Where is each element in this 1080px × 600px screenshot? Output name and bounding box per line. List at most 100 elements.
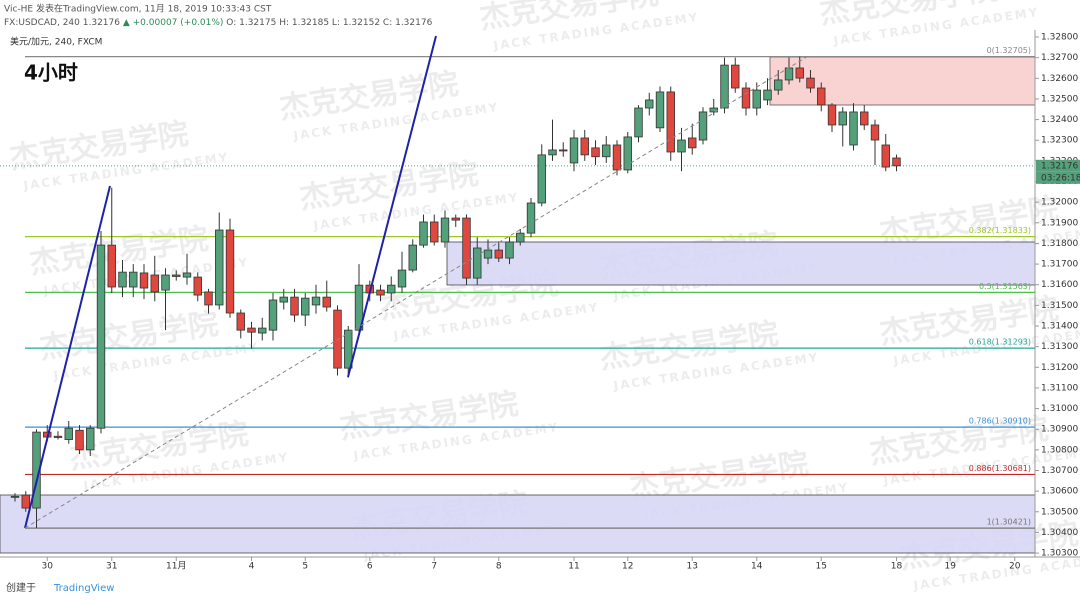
y-tick-label: 1.31900 bbox=[1041, 218, 1078, 228]
y-tick-label: 1.31100 bbox=[1041, 383, 1078, 393]
candle-body bbox=[139, 272, 149, 289]
fib-label: 0.5(1.31563) bbox=[979, 282, 1031, 291]
x-tick-label: 7 bbox=[431, 562, 437, 572]
symbol-info: FX:USDCAD, 240 1.32176 ▲ +0.00007 (+0.01… bbox=[4, 18, 433, 28]
trend-line bbox=[24, 185, 111, 529]
x-tick-label: 11月 bbox=[166, 561, 186, 572]
plot: 0(1.32705) 0.382(1.31833) 0.5(1.31563) 0.61… bbox=[0, 46, 1035, 529]
candle-body bbox=[408, 244, 417, 271]
y-tick-label: 1.30300 bbox=[1041, 549, 1078, 559]
candle-body bbox=[784, 67, 794, 81]
y-tick-label: 1.30400 bbox=[1041, 528, 1078, 538]
y-tick-label: 1.31700 bbox=[1041, 260, 1078, 270]
candle-body bbox=[333, 309, 342, 369]
candle-body bbox=[817, 87, 826, 106]
footer-brand: TradingView bbox=[53, 583, 114, 594]
chart-title: 4小时 bbox=[24, 61, 78, 85]
candle-body bbox=[215, 229, 224, 306]
y-tick-label: 1.30700 bbox=[1041, 466, 1078, 476]
countdown-label: 03:26:18 bbox=[1041, 173, 1080, 183]
candle-body bbox=[279, 296, 288, 303]
x-tick-label: 18 bbox=[891, 562, 903, 572]
fib-label: 0.618(1.31293) bbox=[969, 338, 1031, 347]
y-tick-label: 1.32400 bbox=[1041, 115, 1078, 125]
candle-body bbox=[623, 136, 632, 171]
candle-body bbox=[462, 217, 471, 279]
fib-label: 1(1.30421) bbox=[987, 518, 1031, 527]
candle-body bbox=[516, 232, 525, 243]
candle-body bbox=[150, 274, 159, 293]
y-tick-label: 1.32500 bbox=[1041, 94, 1078, 104]
candle-body bbox=[731, 64, 740, 89]
candle-body bbox=[709, 107, 718, 113]
y-tick-label: 1.30600 bbox=[1041, 487, 1078, 497]
y-tick-label: 1.31200 bbox=[1041, 363, 1078, 373]
candle-body bbox=[225, 229, 235, 314]
candle-body bbox=[451, 217, 460, 221]
candle-body bbox=[268, 299, 278, 331]
demand-zone bbox=[0, 494, 1036, 554]
y-tick-label: 1.32600 bbox=[1041, 74, 1078, 84]
candle-body bbox=[548, 149, 557, 156]
candle-body bbox=[655, 91, 665, 129]
candle-body bbox=[634, 107, 643, 138]
candle-body bbox=[494, 249, 503, 259]
candle-body bbox=[204, 291, 213, 306]
y-tick-label: 1.30800 bbox=[1041, 445, 1078, 455]
x-tick-label: 14 bbox=[751, 562, 763, 572]
info-price: 1.32176 bbox=[83, 18, 120, 28]
candle-body bbox=[236, 312, 245, 331]
info-change: ▲ +0.00007 (+0.01%) bbox=[123, 18, 224, 28]
y-tick-label: 1.31000 bbox=[1041, 404, 1078, 414]
fib-label: 0.886(1.30681) bbox=[969, 464, 1031, 473]
candle-body bbox=[311, 296, 321, 306]
candle-body bbox=[107, 244, 116, 288]
x-tick-label: 4 bbox=[249, 562, 255, 572]
candle-body bbox=[698, 111, 708, 141]
x-tick-label: 19 bbox=[945, 562, 957, 572]
x-tick-label: 6 bbox=[367, 562, 373, 572]
info-ohlc: O: 1.32175 H: 1.32185 L: 1.32152 C: 1.32… bbox=[226, 18, 432, 28]
candle-body bbox=[290, 296, 299, 316]
price-tag-label: 1.32176 bbox=[1041, 161, 1078, 171]
candle-body bbox=[10, 495, 20, 498]
candle-body bbox=[806, 77, 815, 89]
candle-body bbox=[526, 202, 536, 234]
candle-body bbox=[172, 274, 181, 277]
y-tick-label: 1.31500 bbox=[1041, 301, 1078, 311]
candle-body bbox=[752, 89, 761, 109]
candle-body bbox=[569, 137, 579, 164]
y-tick-label: 1.32300 bbox=[1041, 136, 1078, 146]
candle-body bbox=[849, 111, 858, 146]
candle-body bbox=[419, 221, 428, 246]
candle-body bbox=[53, 435, 63, 438]
byline: Vic-HE 发表在TradingView.com, 11月 18, 2019 … bbox=[4, 3, 272, 15]
y-tick-label: 1.31300 bbox=[1041, 342, 1078, 352]
y-tick-label: 1.31600 bbox=[1041, 280, 1078, 290]
y-tick-label: 1.32700 bbox=[1041, 53, 1078, 63]
candle-body bbox=[591, 147, 600, 158]
candle-body bbox=[354, 284, 364, 331]
candle-body bbox=[645, 99, 654, 109]
candle-body bbox=[387, 284, 396, 294]
candle-body bbox=[75, 429, 84, 451]
candle-body bbox=[881, 144, 890, 168]
candle-body bbox=[892, 157, 901, 167]
candle-body bbox=[86, 427, 95, 451]
x-tick-label: 8 bbox=[496, 562, 502, 572]
candle-body bbox=[763, 89, 772, 101]
fib-label: 0.382(1.31833) bbox=[969, 226, 1031, 235]
candle-body bbox=[774, 79, 783, 91]
y-tick-label: 1.31800 bbox=[1041, 239, 1078, 249]
candle-body bbox=[247, 327, 256, 333]
candle-body bbox=[397, 269, 407, 288]
candle-body bbox=[612, 144, 622, 171]
y-tick-label: 1.32800 bbox=[1041, 33, 1078, 43]
y-tick-label: 1.30500 bbox=[1041, 507, 1078, 517]
trend-line bbox=[347, 35, 437, 378]
candle-body bbox=[21, 494, 30, 509]
candle-body bbox=[505, 241, 514, 259]
candle-body bbox=[161, 274, 170, 291]
candle-body bbox=[96, 244, 106, 429]
